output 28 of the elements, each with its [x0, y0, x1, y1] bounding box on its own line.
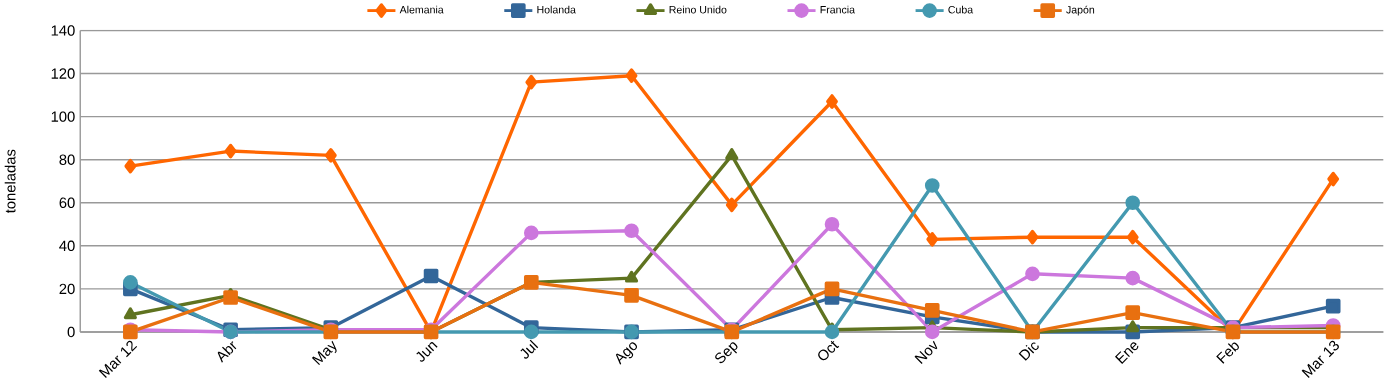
- y-tick-label: 40: [59, 240, 75, 252]
- y-axis-title: toneladas: [4, 149, 16, 214]
- legend-label: Reino Unido: [669, 5, 727, 14]
- y-tick-label: 140: [51, 25, 75, 36]
- x-tick-label: Abr: [217, 341, 237, 364]
- y-tick-label: 100: [51, 111, 75, 123]
- x-tick-label: Nov: [914, 340, 938, 365]
- legend-label: Japón: [1066, 5, 1095, 16]
- x-tick-label: Feb: [1216, 342, 1239, 364]
- x-tick-label: Oct: [818, 340, 840, 361]
- y-tick-label: 20: [59, 283, 75, 295]
- y-tick-label: 120: [51, 68, 75, 79]
- legend-label: Holanda: [537, 5, 576, 14]
- x-tick-label: Mar 13: [1301, 340, 1339, 379]
- x-tick-label: Mar 12: [98, 340, 138, 379]
- y-tick-label: 60: [59, 197, 75, 209]
- x-tick-label: Dic: [1018, 342, 1039, 362]
- y-tick-label: 0: [67, 326, 75, 338]
- x-tick-label: Jun: [416, 342, 438, 363]
- legend-label: Alemania: [399, 5, 444, 14]
- x-tick-label: Ago: [615, 342, 638, 365]
- y-tick-label: 80: [59, 154, 75, 166]
- x-tick-label: Sep: [715, 342, 738, 364]
- x-tick-label: Jul: [520, 339, 539, 359]
- x-tick-label: Ene: [1114, 342, 1139, 365]
- x-tick-label: May: [311, 340, 337, 366]
- legend-label: Cuba: [948, 5, 974, 14]
- legend-label: Francia: [820, 5, 855, 14]
